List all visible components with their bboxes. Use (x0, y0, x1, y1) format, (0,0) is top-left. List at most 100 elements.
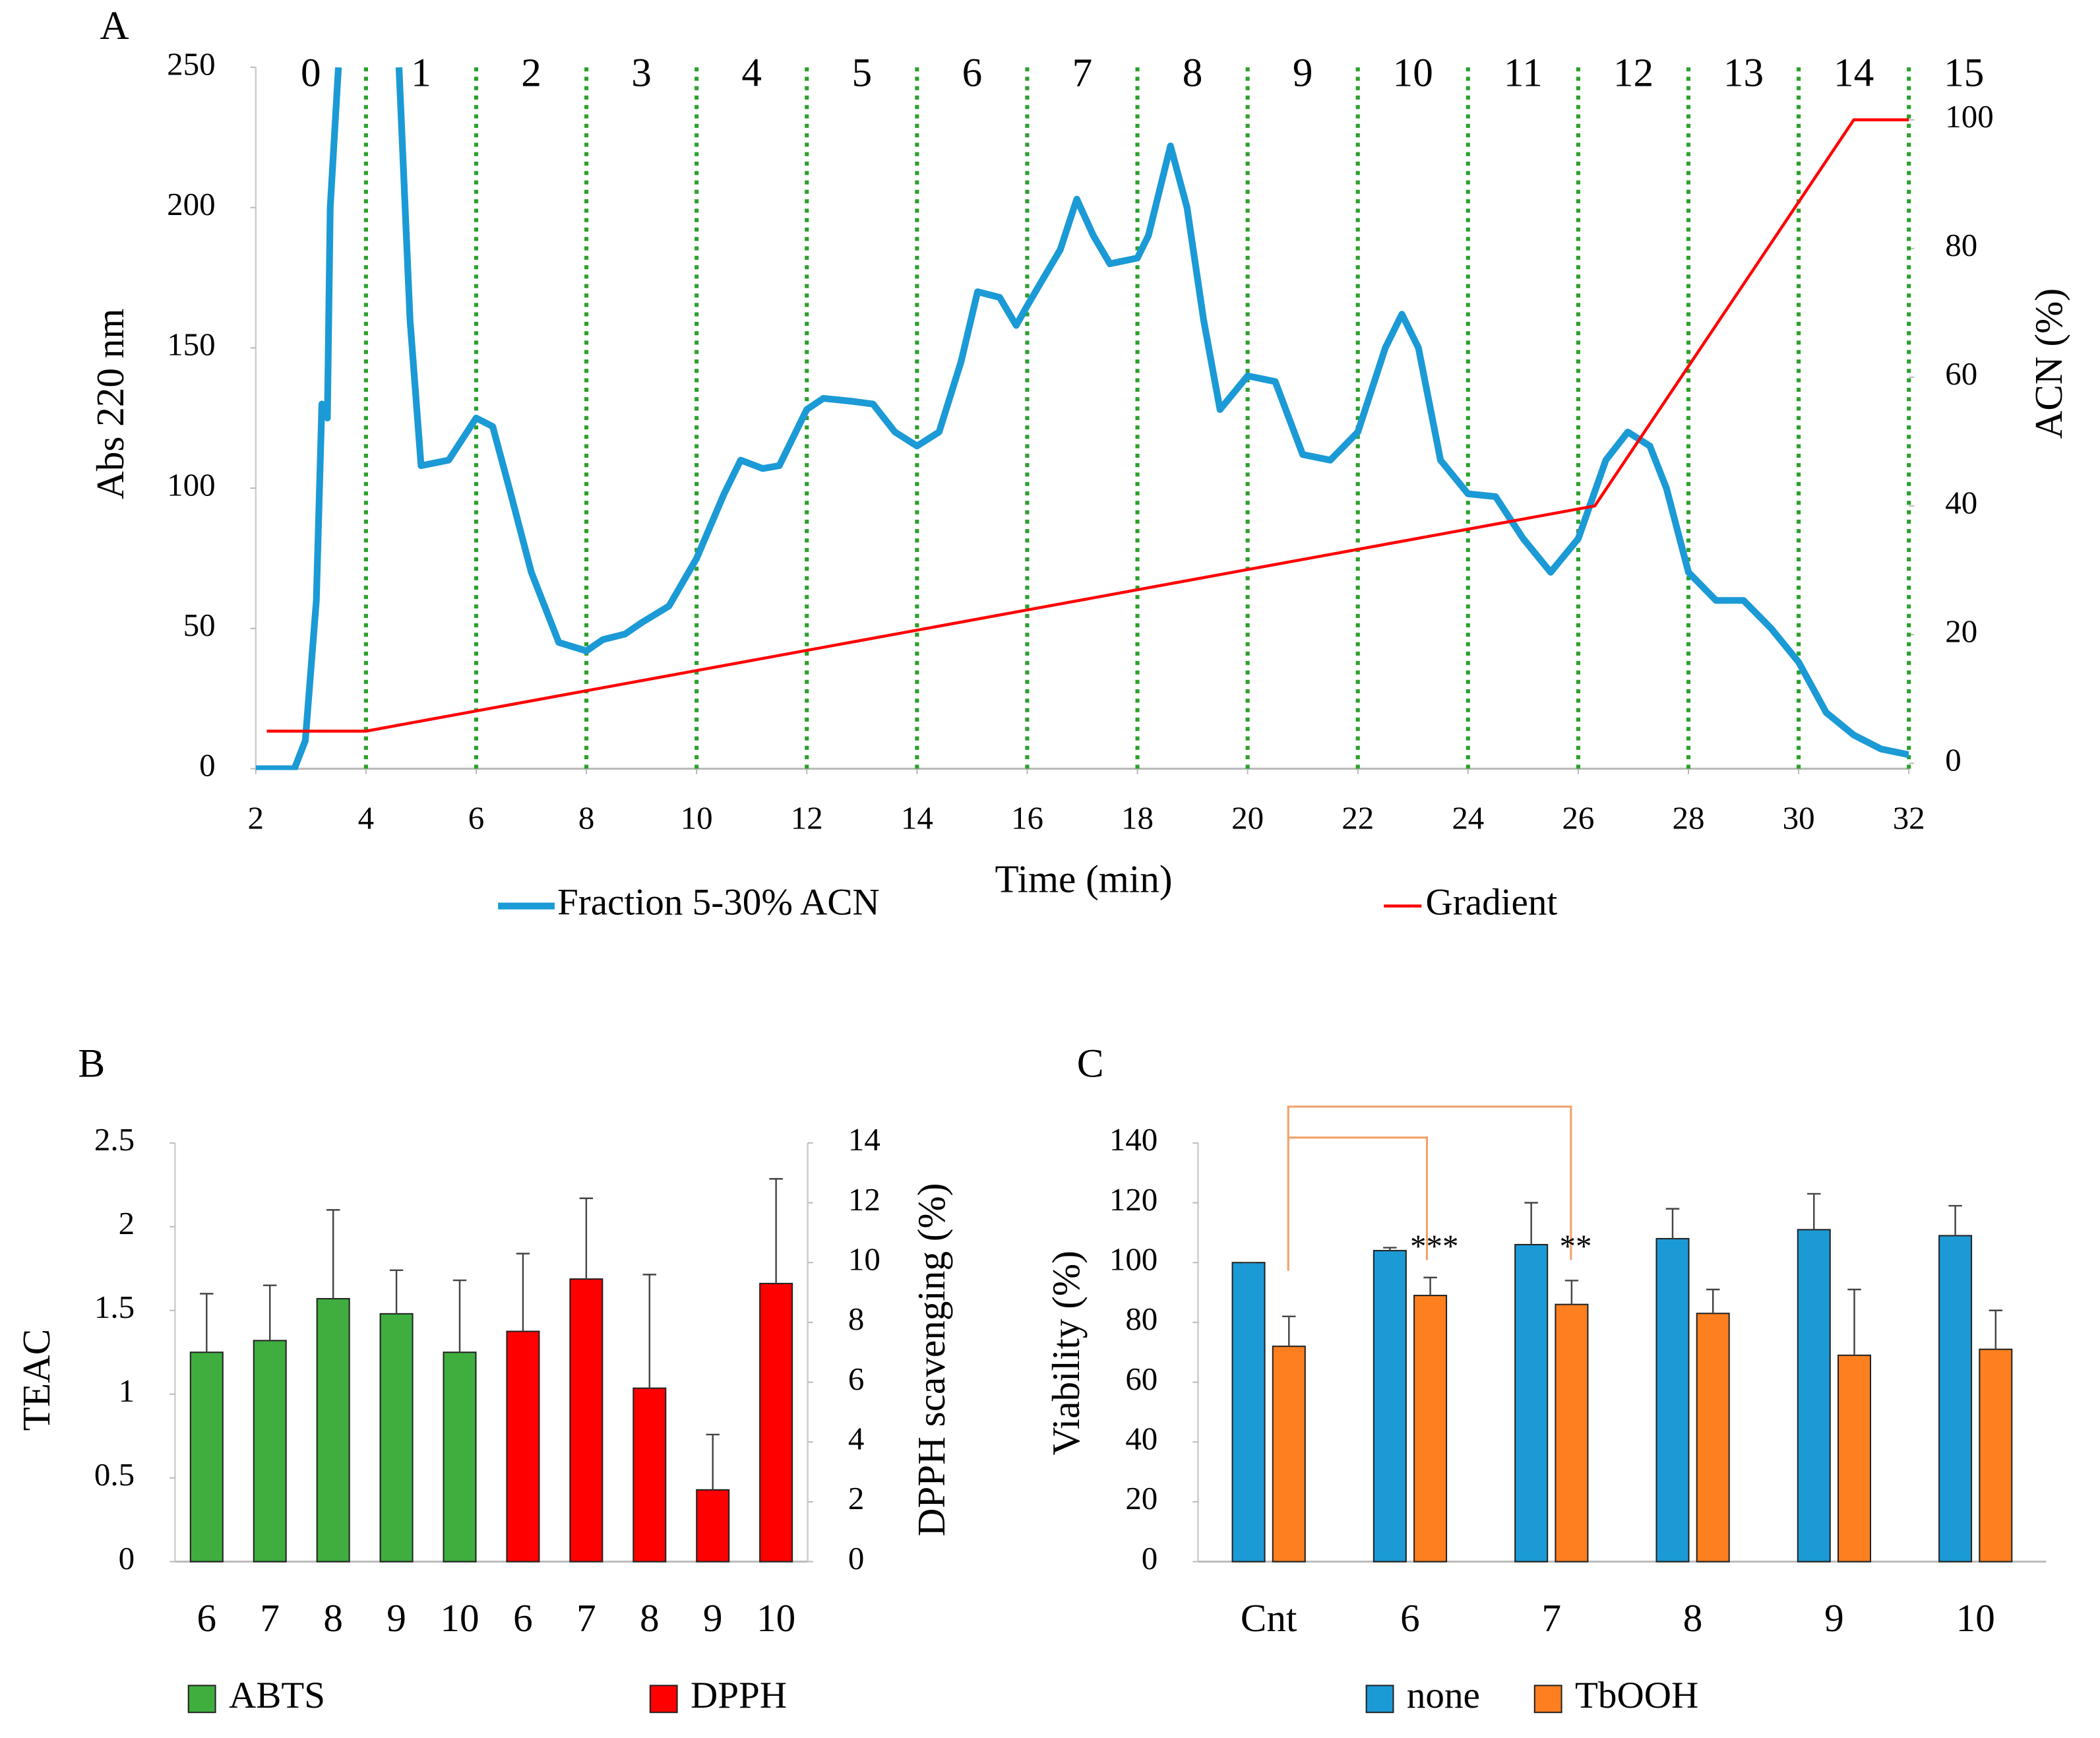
x-tick-label: 24 (1452, 799, 1484, 836)
x-tick-label: 6 (1400, 1596, 1420, 1640)
error-bar (1524, 1202, 1538, 1245)
significance-brackets (1287, 1105, 1572, 1271)
y-tick-label: 2 (119, 1205, 135, 1241)
y2-tick-label: 20 (1945, 613, 1977, 649)
x-tick-label: 10 (1956, 1596, 1995, 1640)
bracket (1287, 1136, 1429, 1271)
series-line (266, 118, 1909, 733)
legend-label: TbOOH (1575, 1675, 1698, 1716)
panel-letter: A (100, 3, 129, 48)
y2-tick-label: 80 (1945, 227, 1977, 263)
y-tick-label: 0 (199, 747, 215, 784)
error-bar (1383, 1247, 1397, 1251)
y2-tick-label: 14 (848, 1121, 880, 1158)
x-tick-label: 10 (440, 1596, 479, 1640)
x-tick-label: 9 (703, 1596, 723, 1640)
x-tick-label: 6 (468, 799, 484, 836)
fraction-label: 1 (411, 50, 431, 95)
y-tick-label: 2.5 (94, 1121, 135, 1158)
y2-tick-label: 0 (1945, 742, 1961, 778)
x-tick-label: 18 (1121, 799, 1154, 836)
bar (253, 1340, 287, 1563)
error-bar (706, 1433, 720, 1490)
x-tick-label: 7 (1541, 1596, 1561, 1640)
y-tick-label: 0 (119, 1540, 135, 1576)
error-bar (1989, 1309, 2003, 1350)
legend-label: Gradient (1425, 882, 1557, 923)
bar (506, 1330, 540, 1563)
fraction-label: 10 (1393, 50, 1433, 95)
error-bar (1564, 1280, 1579, 1305)
y2-tick-label: 100 (1945, 98, 1993, 135)
y-tick-label: 100 (167, 466, 215, 503)
significance-label: *** (1410, 1227, 1458, 1264)
y-tick-label: 40 (1125, 1420, 1158, 1456)
legend-swatch (1533, 1685, 1562, 1714)
bar (1838, 1354, 1872, 1563)
legend-swatch (1365, 1685, 1394, 1714)
bar (1231, 1262, 1266, 1563)
y2-tick-label: 2 (848, 1480, 864, 1516)
x-axis-label: Time (min) (995, 857, 1173, 901)
fraction-label: 8 (1183, 50, 1203, 95)
error-bar (389, 1269, 404, 1314)
x-tick-label: 9 (1824, 1596, 1844, 1640)
x-tick-label: 12 (791, 799, 823, 836)
fraction-label: 11 (1504, 50, 1543, 95)
fraction-label: 2 (521, 50, 541, 95)
error-bar (1706, 1288, 1720, 1314)
y-tick-label: 100 (1109, 1241, 1158, 1277)
y-tick-label: 0 (1142, 1540, 1158, 1576)
x-tick-label: 30 (1783, 799, 1815, 836)
error-bar (263, 1284, 277, 1341)
x-tick-label: 32 (1893, 799, 1925, 836)
error-bar (516, 1253, 530, 1332)
y-tick-label: 0.5 (94, 1456, 135, 1493)
x-tick-label: 8 (578, 799, 594, 836)
bar (569, 1278, 603, 1563)
x-tick-label: 7 (576, 1596, 596, 1640)
series-line (255, 67, 1909, 770)
y2-axis-label: ACN (%) (2027, 288, 2070, 439)
bar (759, 1282, 793, 1563)
x-tick-label: 10 (681, 799, 713, 836)
bar (1555, 1303, 1589, 1563)
bar (1655, 1237, 1690, 1563)
y-tick-label: 200 (167, 186, 215, 222)
x-tick-label: 8 (323, 1596, 343, 1640)
x-tick-label: 26 (1562, 799, 1594, 836)
fraction-label: 9 (1293, 50, 1313, 95)
panel-letter: B (78, 1041, 105, 1086)
error-bar (452, 1279, 467, 1353)
y-tick-label: 50 (183, 607, 216, 643)
bar (1514, 1243, 1549, 1563)
x-tick-label: 8 (1683, 1596, 1703, 1640)
y2-tick-label: 10 (848, 1241, 880, 1277)
x-tick-label: 20 (1231, 799, 1264, 836)
y2-tick-label: 6 (848, 1361, 864, 1397)
x-tick-label: 6 (197, 1596, 217, 1640)
error-bar (769, 1178, 783, 1284)
fraction-label: 13 (1723, 50, 1764, 95)
x-tick-label: Cnt (1241, 1596, 1297, 1640)
bar (1797, 1229, 1831, 1563)
error-bar (1948, 1204, 1962, 1236)
x-tick-label: 2 (248, 799, 264, 836)
legend-label: none (1407, 1675, 1480, 1716)
bar (1938, 1235, 1973, 1563)
legend-swatch (649, 1685, 678, 1714)
bar (379, 1313, 414, 1563)
y-tick-label: 1 (119, 1373, 135, 1409)
x-tick-label: 7 (260, 1596, 280, 1640)
fraction-label: 14 (1834, 50, 1874, 95)
y-tick-label: 140 (1109, 1121, 1158, 1158)
y-tick-label: 150 (167, 326, 215, 363)
error-bar (1807, 1193, 1821, 1230)
fraction-label: 15 (1944, 50, 1984, 95)
fraction-label: 12 (1613, 50, 1653, 95)
y-axis-label: Abs 220 nm (88, 309, 132, 499)
x-tick-label: 22 (1342, 799, 1374, 836)
bar (1272, 1346, 1306, 1563)
x-tick-label: 28 (1673, 799, 1705, 836)
